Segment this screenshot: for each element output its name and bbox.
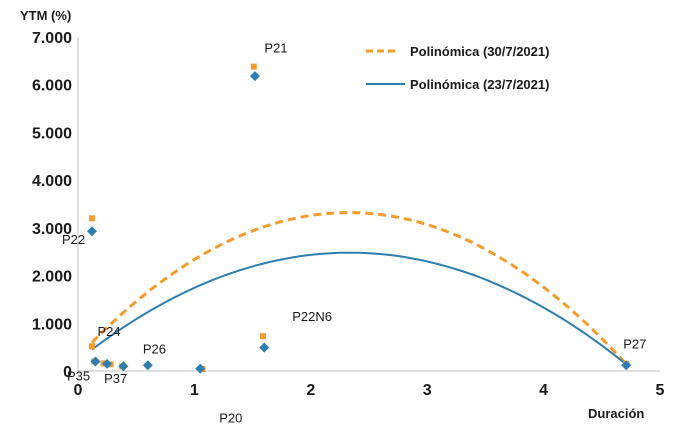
- y-tick-label: 2.000: [32, 269, 72, 286]
- axes: [77, 37, 660, 372]
- x-tick-label: 1: [190, 382, 199, 399]
- point-label-p27: P27: [623, 336, 646, 351]
- point-label-p22n6: P22N6: [292, 309, 332, 324]
- y-tick-label: 3.000: [32, 221, 72, 238]
- point-label-p22: P22: [62, 232, 85, 247]
- point-label-p37: P37: [104, 371, 127, 386]
- point-label-p20: P20: [219, 411, 242, 426]
- diamond-marker: [195, 363, 206, 374]
- diamond-marker: [259, 342, 270, 353]
- diamond-marker: [102, 358, 113, 369]
- x-axis-title: Duración: [588, 406, 644, 421]
- x-tick-label: 2: [306, 382, 315, 399]
- trendline-solid: [91, 251, 629, 367]
- point-label-p26: P26: [143, 341, 166, 356]
- y-tick-label: 1.000: [32, 316, 72, 333]
- diamond-marker: [86, 226, 97, 237]
- legend-label-trend-23-7: Polinómica (23/7/2021): [410, 77, 549, 92]
- y-tick-label: 7.000: [32, 30, 72, 47]
- y-tick-label: 5.000: [32, 125, 72, 142]
- y-tick-label: 0: [63, 364, 72, 381]
- point-labels: P21 P22 P22N6 P24 P26 P35 P37 P20 P27: [62, 41, 646, 426]
- square-marker: [250, 63, 257, 70]
- y-tick-label: 4.000: [32, 173, 72, 190]
- x-tick-label: 4: [539, 382, 548, 399]
- square-marker: [88, 343, 95, 350]
- trendline-dashed: [90, 211, 629, 367]
- diamond-marker: [118, 361, 129, 372]
- square-marker: [260, 333, 267, 340]
- x-tick-label: 0: [74, 382, 83, 399]
- point-label-p21: P21: [264, 41, 287, 56]
- point-label-p35: P35: [67, 368, 90, 383]
- legend: Polinómica (30/7/2021) Polinómica (23/7/…: [366, 44, 549, 92]
- y-axis-title: YTM (%): [20, 8, 71, 23]
- point-label-p24: P24: [97, 324, 120, 339]
- x-tick-label: 5: [656, 382, 665, 399]
- tick-labels: 0 1.000 2.000 3.000 4.000 5.000 6.000 7.000 0 1 2 3…: [32, 30, 665, 399]
- y-tick-label: 6.000: [32, 78, 72, 95]
- square-marker: [88, 215, 95, 222]
- diamond-marker: [142, 360, 153, 371]
- data-points: [86, 63, 632, 374]
- diamond-marker: [621, 360, 632, 371]
- diamond-marker: [249, 71, 260, 82]
- diamond-marker: [90, 356, 101, 367]
- trendlines: [90, 211, 629, 367]
- x-tick-label: 3: [423, 382, 432, 399]
- legend-label-trend-30-7: Polinómica (30/7/2021): [410, 44, 549, 59]
